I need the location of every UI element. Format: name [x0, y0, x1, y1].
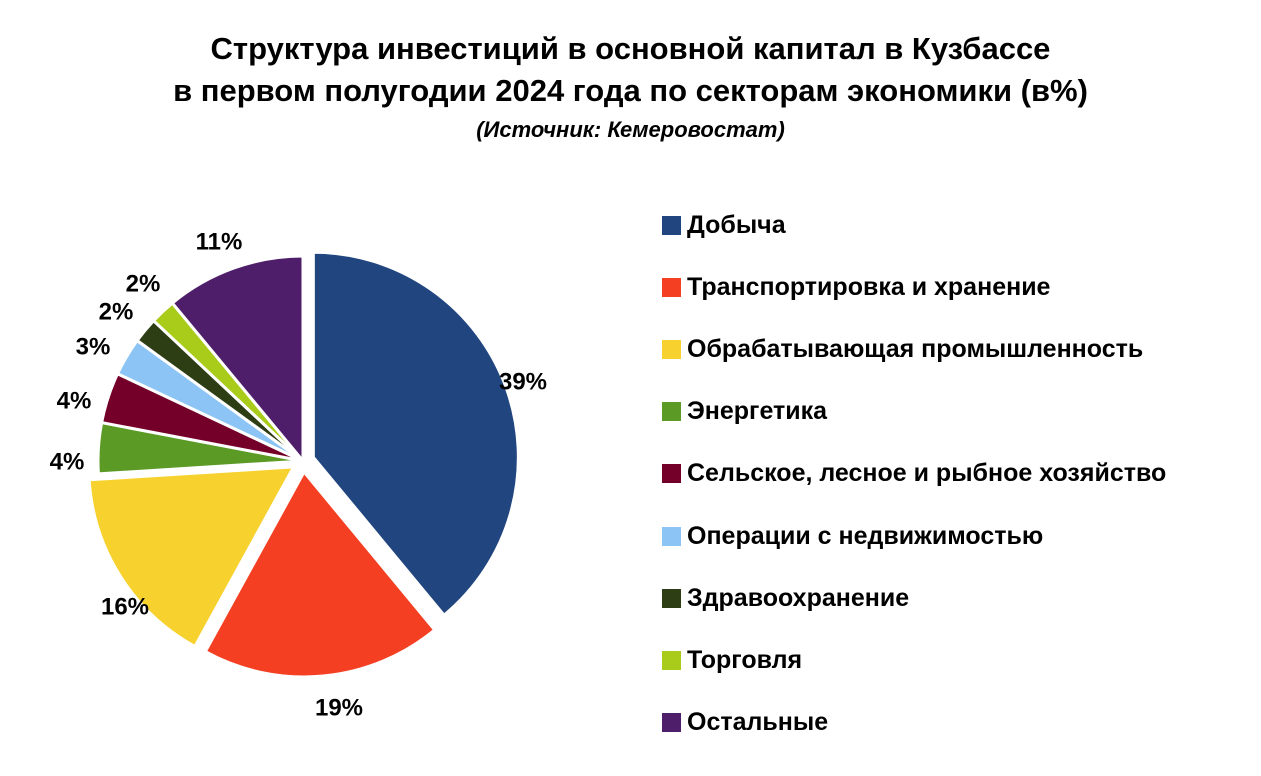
slice-label-2: 19%: [315, 694, 363, 721]
legend-item-8: Торговля: [662, 645, 802, 675]
chart-title-line-1: Структура инвестиций в основной капитал …: [210, 31, 1051, 66]
slice-label-1: 39%: [499, 368, 547, 395]
legend-item-5: Сельское, лесное и рыбное хозяйство: [662, 459, 1166, 489]
legend-label: Добыча: [687, 210, 786, 239]
legend-item-4: Энергетика: [662, 397, 827, 427]
chart-title: Структура инвестиций в основной капитал …: [0, 28, 1261, 112]
legend-swatch: [662, 215, 681, 235]
pie-slice-3: [87, 465, 296, 649]
legend-label: Энергетика: [687, 397, 828, 426]
legend-item-1: Добыча: [662, 210, 786, 240]
legend-swatch: [662, 650, 681, 670]
pie-slice-1: [311, 250, 520, 617]
legend-item-3: Обрабатывающая промышленность: [662, 334, 1143, 364]
slice-label-9: 11%: [196, 228, 243, 255]
slice-label-6: 3%: [76, 333, 111, 360]
legend-label: Операции с недвижимостью: [687, 521, 1044, 550]
legend-item-6: Операции с недвижимостью: [662, 521, 1043, 551]
pie-slice-2: [203, 470, 437, 679]
legend-swatch: [662, 588, 681, 608]
legend-swatch: [662, 713, 681, 733]
legend-label: Торговля: [687, 645, 803, 674]
chart-title-line-2: в первом полугодии 2024 года по секторам…: [173, 73, 1088, 108]
legend-item-2: Транспортировка и хранение: [662, 272, 1050, 302]
legend-label: Здравоохранение: [687, 583, 910, 612]
legend-label: Транспортировка и хранение: [687, 272, 1051, 301]
legend-swatch: [662, 464, 681, 484]
slice-label-7: 2%: [99, 298, 134, 325]
chart-source: (Источник: Кемеровостат): [476, 117, 785, 142]
legend-label: Обрабатывающая промышленность: [687, 334, 1144, 363]
pie-slice-9: [170, 254, 305, 463]
legend-swatch: [662, 339, 681, 359]
slice-label-8: 2%: [126, 270, 161, 297]
legend-label: Остальные: [687, 708, 829, 737]
slice-label-4: 4%: [50, 448, 85, 475]
legend-swatch: [662, 526, 681, 546]
legend-item-9: Остальные: [662, 708, 828, 738]
slice-label-5: 4%: [57, 387, 92, 414]
legend-item-7: Здравоохранение: [662, 583, 909, 613]
legend-swatch: [662, 277, 681, 297]
legend-label: Сельское, лесное и рыбное хозяйство: [687, 459, 1167, 488]
slice-label-3: 16%: [101, 593, 149, 620]
legend-swatch: [662, 402, 681, 422]
